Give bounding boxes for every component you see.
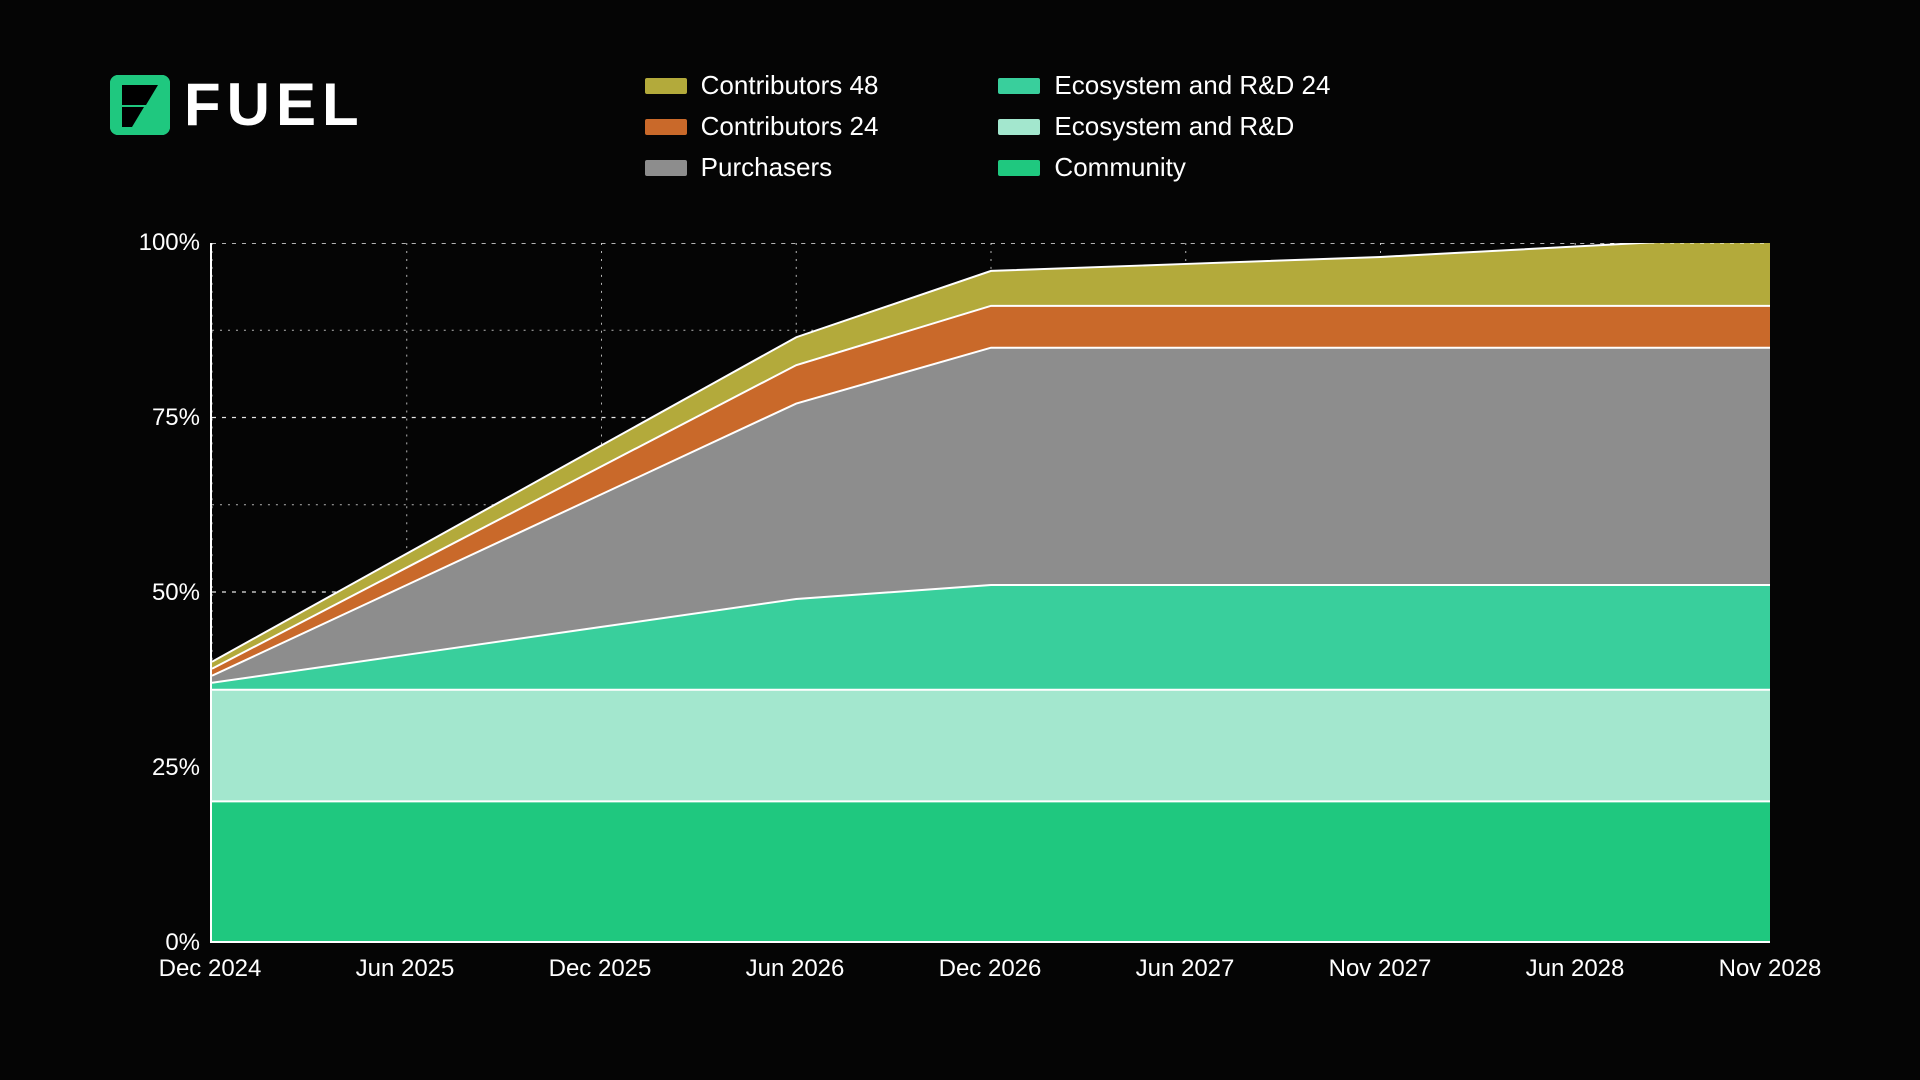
- legend-label: Ecosystem and R&D 24: [1054, 70, 1330, 101]
- legend-swatch: [645, 119, 687, 135]
- legend-item: Purchasers: [645, 152, 879, 183]
- legend-swatch: [998, 78, 1040, 94]
- legend-label: Ecosystem and R&D: [1054, 111, 1294, 142]
- x-tick-label: Dec 2026: [939, 955, 1042, 983]
- x-tick-label: Nov 2027: [1329, 955, 1432, 983]
- legend-item: Community: [998, 152, 1330, 183]
- legend-swatch: [998, 119, 1040, 135]
- x-tick-label: Dec 2024: [159, 955, 262, 983]
- legend-label: Community: [1054, 152, 1185, 183]
- legend-swatch: [998, 160, 1040, 176]
- legend-label: Contributors 48: [701, 70, 879, 101]
- x-tick-label: Dec 2025: [549, 955, 652, 983]
- x-tick-label: Jun 2025: [356, 955, 455, 983]
- x-tick-label: Jun 2027: [1136, 955, 1235, 983]
- brand-logo-icon: [110, 75, 170, 135]
- y-tick-label: 0%: [165, 929, 200, 957]
- legend-item: Contributors 24: [645, 111, 879, 142]
- legend-swatch: [645, 160, 687, 176]
- chart-legend: Contributors 48 Ecosystem and R&D 24 Con…: [645, 70, 1331, 183]
- page: FUEL Contributors 48 Ecosystem and R&D 2…: [0, 0, 1920, 1080]
- brand-name: FUEL: [184, 70, 365, 139]
- legend-item: Ecosystem and R&D: [998, 111, 1330, 142]
- brand-logo: FUEL: [110, 70, 365, 139]
- y-tick-label: 100%: [139, 229, 200, 257]
- x-tick-label: Jun 2028: [1526, 955, 1625, 983]
- x-axis-labels: Dec 2024Jun 2025Dec 2025Jun 2026Dec 2026…: [210, 955, 1770, 995]
- legend-item: Ecosystem and R&D 24: [998, 70, 1330, 101]
- stacked-area-chart: [210, 243, 1770, 943]
- y-axis-labels: 0%25%50%75%100%: [110, 243, 200, 943]
- legend-swatch: [645, 78, 687, 94]
- y-tick-label: 50%: [152, 579, 200, 607]
- chart-container: 0%25%50%75%100% Dec 2024Jun 2025Dec 2025…: [210, 243, 1810, 995]
- x-tick-label: Nov 2028: [1719, 955, 1822, 983]
- y-tick-label: 75%: [152, 404, 200, 432]
- header: FUEL Contributors 48 Ecosystem and R&D 2…: [110, 70, 1810, 183]
- y-tick-label: 25%: [152, 754, 200, 782]
- legend-item: Contributors 48: [645, 70, 879, 101]
- x-tick-label: Jun 2026: [746, 955, 845, 983]
- legend-label: Contributors 24: [701, 111, 879, 142]
- legend-label: Purchasers: [701, 152, 833, 183]
